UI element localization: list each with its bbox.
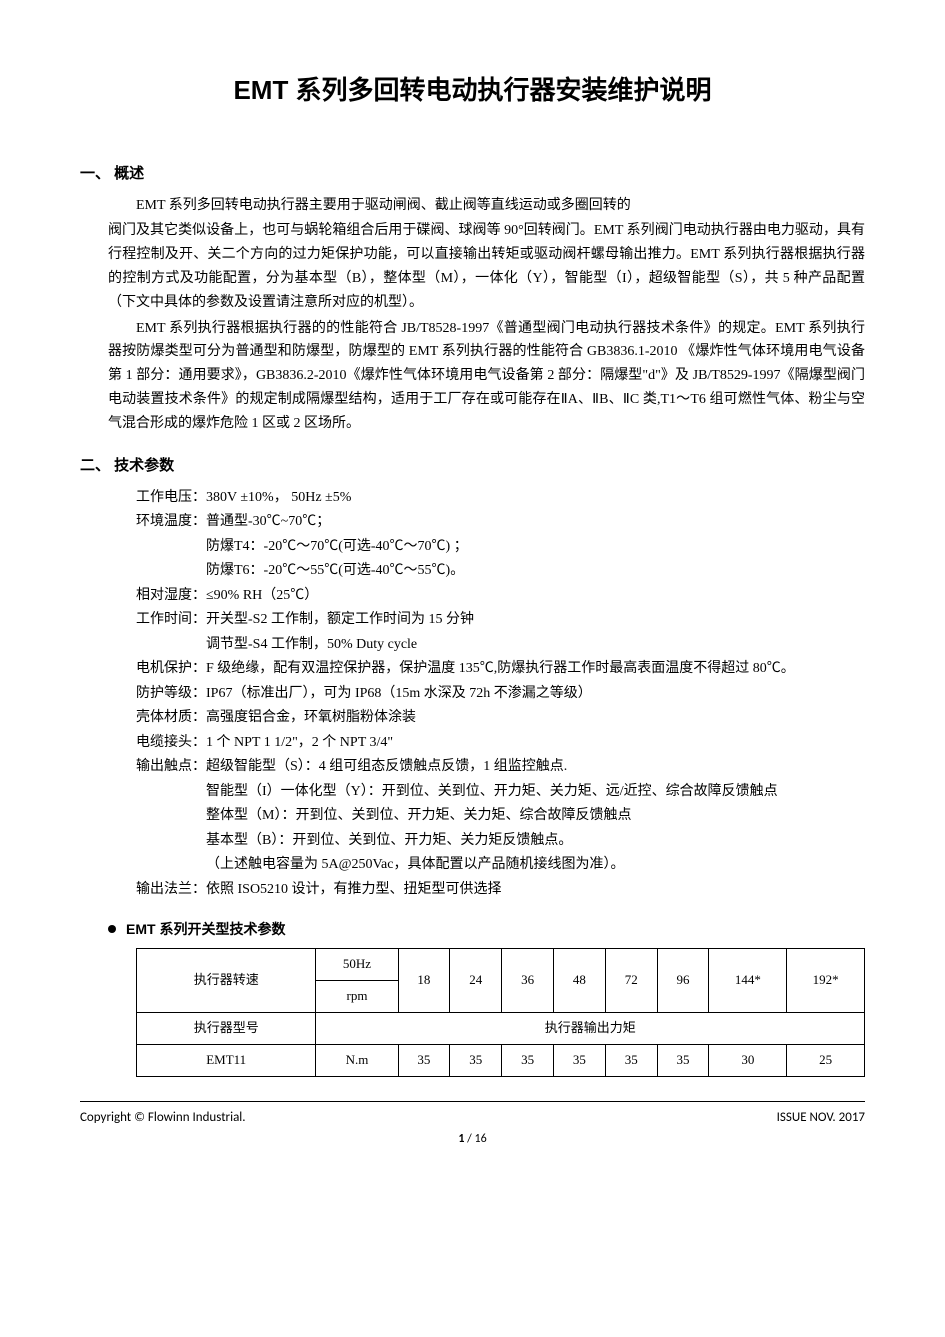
table-cell-speed-6: 144* xyxy=(709,949,787,1013)
table-cell-torque-0: 35 xyxy=(398,1044,450,1076)
table-cell-torque-1: 35 xyxy=(450,1044,502,1076)
spec-worktime: 工作时间：开关型-S2 工作制，额定工作时间为 15 分钟 xyxy=(136,608,865,633)
table-row: EMT11 N.m 35 35 35 35 35 35 30 25 xyxy=(137,1044,865,1076)
spec-contact-value-4: 基本型（B）：开到位、关到位、开力矩、关力矩反馈触点。 xyxy=(206,829,865,854)
footer-copyright: Copyright © Flowinn Industrial. xyxy=(80,1108,246,1129)
spec-material-value: 高强度铝合金，环氧树脂粉体涂装 xyxy=(206,710,416,725)
spec-humidity: 相对湿度：≤90% RH（25℃） xyxy=(136,584,865,609)
spec-humidity-label: 相对湿度： xyxy=(136,588,206,603)
spec-worktime-label: 工作时间： xyxy=(136,612,206,627)
spec-humidity-value: ≤90% RH（25℃） xyxy=(206,588,318,603)
spec-contact-value-2: 智能型（I）一体化型（Y）：开到位、关到位、开力矩、关力矩、远/近控、综合故障反… xyxy=(206,780,865,805)
table-cell-torque-2: 35 xyxy=(502,1044,554,1076)
table-cell-rpm: rpm xyxy=(316,981,398,1013)
table-cell-speed-0: 18 xyxy=(398,949,450,1013)
table-row: 执行器型号 执行器输出力矩 xyxy=(137,1013,865,1045)
table-cell-speed-3: 48 xyxy=(553,949,605,1013)
footer-page-total: 16 xyxy=(474,1132,486,1146)
section-1-para-1: EMT 系列多回转电动执行器主要用于驱动闸阀、截止阀等直线运动或多圈回转的 xyxy=(108,194,865,218)
table-cell-model-label: 执行器型号 xyxy=(137,1013,316,1045)
section-1-heading: 一、 概述 xyxy=(80,162,865,186)
table-cell-speed-1: 24 xyxy=(450,949,502,1013)
spec-voltage-value: 380V ±10%， 50Hz ±5% xyxy=(206,490,351,505)
table-cell-torque-4: 35 xyxy=(605,1044,657,1076)
table-heading: EMT 系列开关型技术参数 xyxy=(108,918,865,940)
spec-worktime-value-1: 开关型-S2 工作制，额定工作时间为 15 分钟 xyxy=(206,612,474,627)
table-cell-speed-5: 96 xyxy=(657,949,709,1013)
spec-temp-value-3: 防爆T6：-20℃～55℃(可选-40℃～55℃)。 xyxy=(206,559,865,584)
table-heading-text: EMT 系列开关型技术参数 xyxy=(126,921,285,937)
section-1-para-2: 阀门及其它类似设备上，也可与蜗轮箱组合后用于碟阀、球阀等 90°回转阀门。EMT… xyxy=(108,219,865,314)
spec-temp-value-2: 防爆T4：-20℃～70℃(可选-40℃～70℃) ； xyxy=(206,535,865,560)
spec-flange-value: 依照 ISO5210 设计，有推力型、扭矩型可供选择 xyxy=(206,882,502,897)
spec-cable-value: 1 个 NPT 1 1/2"，2 个 NPT 3/4" xyxy=(206,735,393,750)
spec-motor: 电机保护：F 级绝缘，配有双温控保护器，保护温度 135℃,防爆执行器工作时最高… xyxy=(136,657,865,682)
table-cell-50hz: 50Hz xyxy=(316,949,398,981)
spec-contact-label: 输出触点： xyxy=(136,759,206,774)
document-title: EMT 系列多回转电动执行器安装维护说明 xyxy=(80,70,865,112)
table-cell-torque-6: 30 xyxy=(709,1044,787,1076)
spec-flange: 输出法兰：依照 ISO5210 设计，有推力型、扭矩型可供选择 xyxy=(136,878,865,903)
spec-cable: 电缆接头：1 个 NPT 1 1/2"，2 个 NPT 3/4" xyxy=(136,731,865,756)
section-1-para-3: EMT 系列执行器根据执行器的的性能符合 JB/T8528-1997《普通型阀门… xyxy=(108,317,865,436)
spec-cable-label: 电缆接头： xyxy=(136,735,206,750)
spec-table: 执行器转速 50Hz 18 24 36 48 72 96 144* 192* r… xyxy=(136,948,865,1076)
spec-contact-value-5: （上述触电容量为 5A@250Vac，具体配置以产品随机接线图为准）。 xyxy=(206,853,865,878)
spec-flange-label: 输出法兰： xyxy=(136,882,206,897)
spec-contact-value-3: 整体型（M）：开到位、关到位、开力矩、关力矩、综合故障反馈触点 xyxy=(206,804,865,829)
spec-voltage: 工作电压：380V ±10%， 50Hz ±5% xyxy=(136,486,865,511)
footer-issue: ISSUE NOV. 2017 xyxy=(777,1108,865,1129)
spec-temp-value-1: 普通型-30℃~70℃； xyxy=(206,514,330,529)
spec-temp: 环境温度：普通型-30℃~70℃； xyxy=(136,510,865,535)
spec-material-label: 壳体材质： xyxy=(136,710,206,725)
table-cell-speed-2: 36 xyxy=(502,949,554,1013)
spec-motor-label: 电机保护： xyxy=(136,661,206,676)
spec-protection: 防护等级：IP67（标准出厂），可为 IP68（15m 水深及 72h 不渗漏之… xyxy=(136,682,865,707)
spec-motor-value: F 级绝缘，配有双温控保护器，保护温度 135℃,防爆执行器工作时最高表面温度不… xyxy=(206,661,795,676)
table-cell-emt11: EMT11 xyxy=(137,1044,316,1076)
spec-temp-label: 环境温度： xyxy=(136,514,206,529)
footer-page-number: 1 / 16 xyxy=(80,1130,865,1149)
table-cell-torque-3: 35 xyxy=(553,1044,605,1076)
page-footer: Copyright © Flowinn Industrial. ISSUE NO… xyxy=(80,1101,865,1150)
section-2-heading: 二、 技术参数 xyxy=(80,454,865,478)
table-cell-unit: N.m xyxy=(316,1044,398,1076)
spec-contact-value-1: 超级智能型（S）：4 组可组态反馈触点反馈，1 组监控触点. xyxy=(206,759,567,774)
spec-material: 壳体材质：高强度铝合金，环氧树脂粉体涂装 xyxy=(136,706,865,731)
table-cell-torque-5: 35 xyxy=(657,1044,709,1076)
spec-worktime-value-2: 调节型-S4 工作制，50% Duty cycle xyxy=(206,633,865,658)
spec-protection-value: IP67（标准出厂），可为 IP68（15m 水深及 72h 不渗漏之等级） xyxy=(206,686,592,701)
spec-contact: 输出触点：超级智能型（S）：4 组可组态反馈触点反馈，1 组监控触点. xyxy=(136,755,865,780)
table-cell-torque-7: 25 xyxy=(787,1044,865,1076)
spec-protection-label: 防护等级： xyxy=(136,686,206,701)
bullet-icon xyxy=(108,925,116,933)
table-cell-speed-4: 72 xyxy=(605,949,657,1013)
table-cell-speed-7: 192* xyxy=(787,949,865,1013)
table-cell-torque-span: 执行器输出力矩 xyxy=(316,1013,865,1045)
footer-page-sep: / xyxy=(464,1132,474,1146)
spec-voltage-label: 工作电压： xyxy=(136,490,206,505)
table-cell-speed-label: 执行器转速 xyxy=(137,949,316,1013)
table-row: 执行器转速 50Hz 18 24 36 48 72 96 144* 192* xyxy=(137,949,865,981)
